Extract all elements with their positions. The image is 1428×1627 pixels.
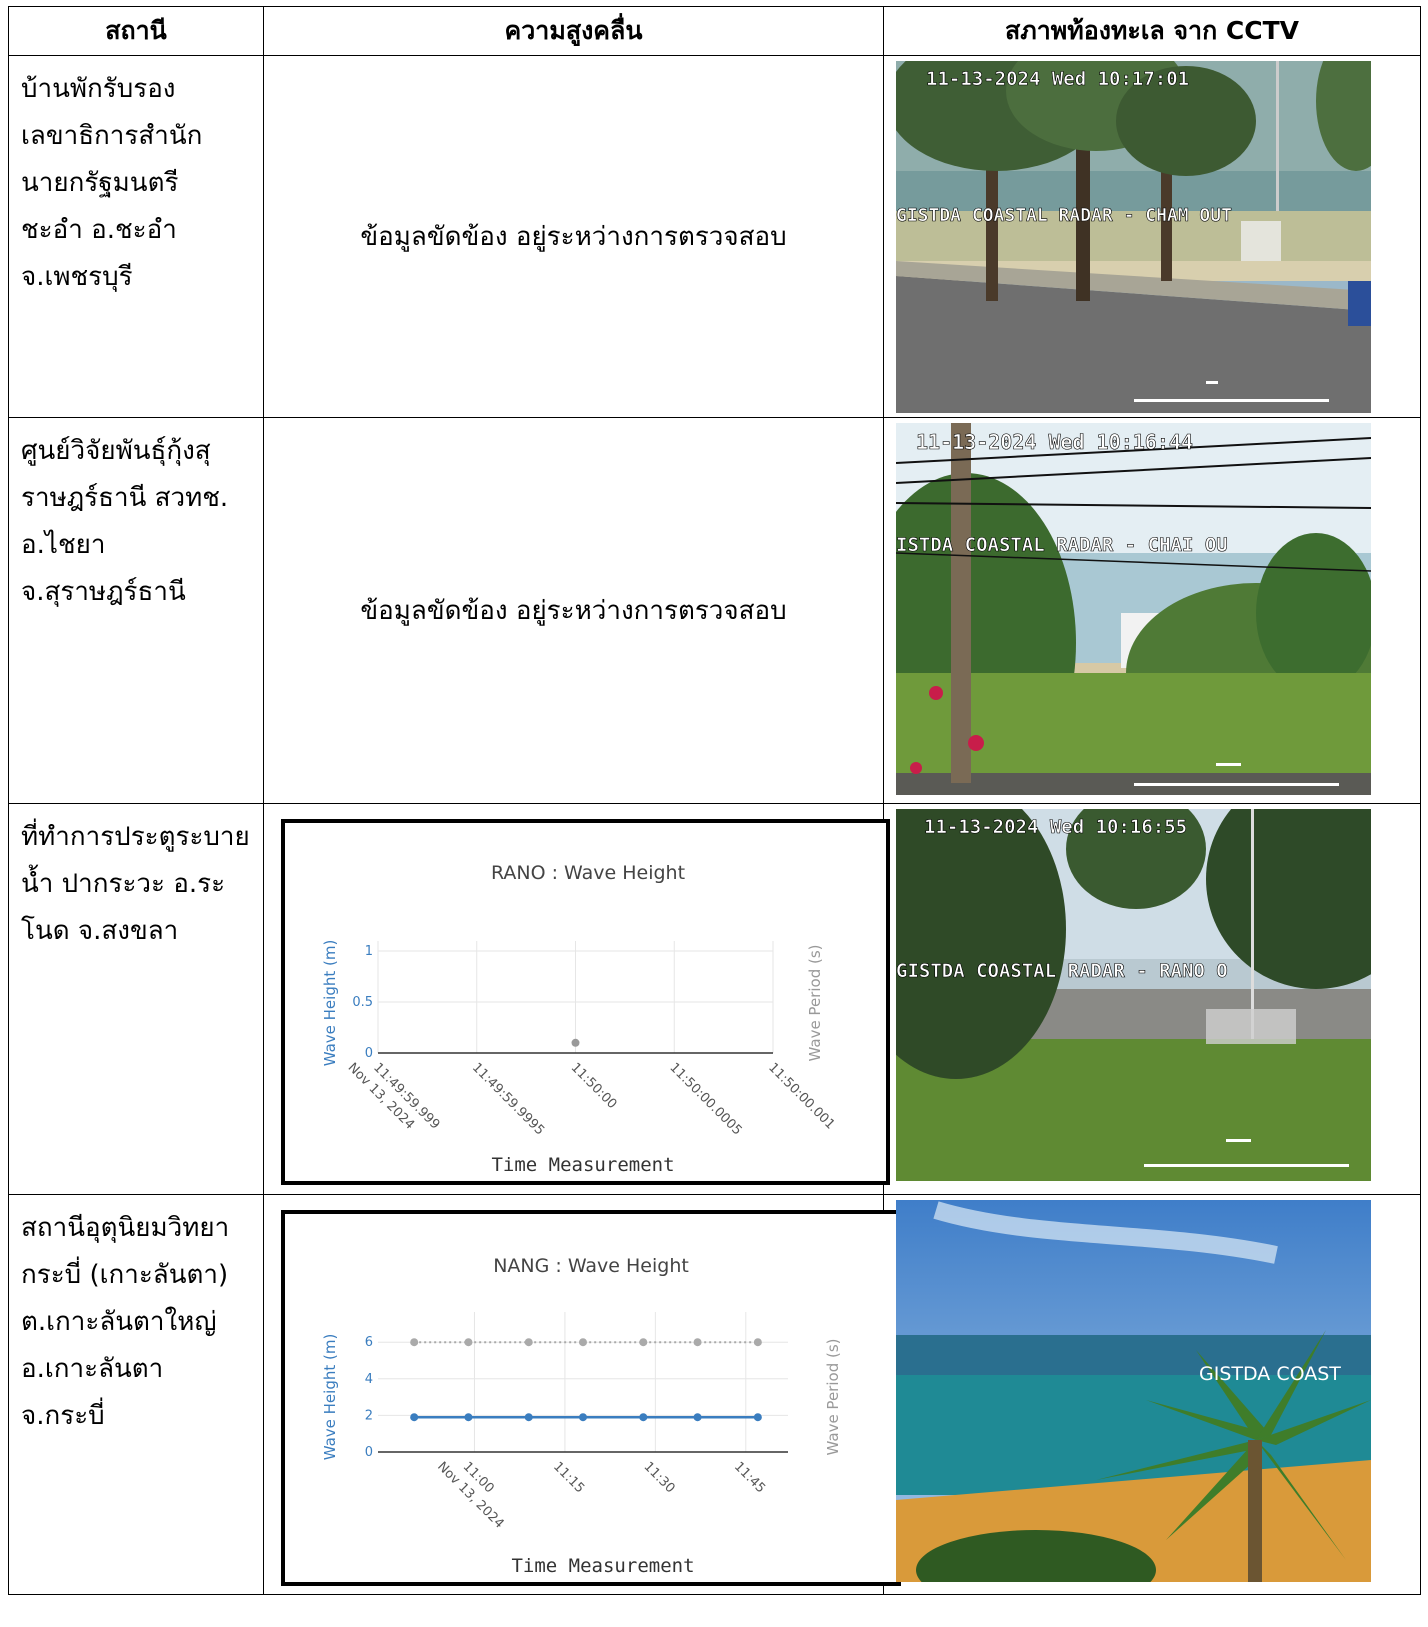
wave-chart-cell: NANG : Wave Height Wave Height (m) Wave … [263, 1194, 901, 1595]
data-point [753, 1413, 762, 1422]
y-tick-label: 0 [365, 1445, 373, 1460]
y-tick-label: 6 [365, 1335, 373, 1350]
cctv-image: 11-13-2024 Wed 10:16:55 GISTDA COASTAL R… [896, 809, 1371, 1181]
cctv-overlay: GISTDA COASTAL RADAR - CHAM OUT [896, 205, 1232, 226]
data-point [693, 1413, 702, 1422]
y-tick-label: 0 [365, 1046, 373, 1061]
cctv-cell: 11-13-2024 Wed 10:16:44 ISTDA COASTAL RA… [883, 417, 1421, 804]
y2-axis-label: Wave Period (s) [806, 945, 824, 1062]
cctv-timestamp: 11-13-2024 Wed 10:17:01 [926, 68, 1189, 90]
data-point [410, 1338, 419, 1347]
cctv-cell: GISTDA COAST [883, 1194, 1421, 1595]
cctv-image: 11-13-2024 Wed 10:16:44 ISTDA COASTAL RA… [896, 423, 1371, 795]
data-point [524, 1338, 533, 1347]
header-wave-height: ความสูงคลื่น [263, 6, 884, 56]
wave-chart-cell: RANO : Wave Height Wave Height (m) Wave … [263, 803, 890, 1195]
station-table: สถานี ความสูงคลื่น สภาพท้องทะเล จาก CCTV… [8, 6, 1421, 1595]
data-point [753, 1338, 762, 1347]
wave-status: ข้อมูลขัดข้อง อยู่ระหว่างการตรวจสอบ [263, 55, 884, 418]
station-name: สถานีอุตุนิยมวิทยา กระบี่ (เกาะลันตา) ต.… [8, 1194, 264, 1595]
y-tick-label: 1 [365, 944, 373, 959]
station-name: ศูนย์วิจัยพันธุ์กุ้งสุ ราษฎร์ธานี สวทช. … [8, 417, 264, 804]
data-point [464, 1338, 473, 1347]
data-point [693, 1338, 702, 1347]
cctv-overlay: GISTDA COAST [1199, 1363, 1341, 1385]
station-name: ที่ทำการประตูระบาย น้ำ ปากระวะ อ.ระ โนด … [8, 803, 264, 1195]
x-axis-label: Time Measurement [491, 1154, 674, 1176]
cctv-overlay: ISTDA COASTAL RADAR - CHAI OU [896, 534, 1228, 556]
data-point [571, 1038, 580, 1047]
wave-height-chart: NANG : Wave Height Wave Height (m) Wave … [281, 1210, 901, 1586]
x-axis-label: Time Measurement [511, 1555, 694, 1577]
cctv-image: GISTDA COAST [896, 1200, 1371, 1582]
cctv-image: 11-13-2024 Wed 10:17:01 GISTDA COASTAL R… [896, 61, 1371, 413]
cctv-cell: 11-13-2024 Wed 10:16:55 GISTDA COASTAL R… [883, 803, 1421, 1195]
cctv-overlay: GISTDA COASTAL RADAR - RANO O [896, 960, 1228, 982]
table-row: ที่ทำการประตูระบาย น้ำ ปากระวะ อ.ระ โนด … [8, 803, 1421, 1195]
y-tick-label: 0.5 [352, 995, 373, 1010]
station-name: บ้านพักรับรอง เลขาธิการสำนัก นายกรัฐมนตร… [8, 55, 264, 418]
wave-height-chart: RANO : Wave Height Wave Height (m) Wave … [281, 819, 890, 1185]
y-axis-label: Wave Height (m) [321, 1334, 339, 1461]
data-point [639, 1338, 648, 1347]
data-point [579, 1338, 587, 1347]
data-point [579, 1413, 587, 1422]
table-row: สถานีอุตุนิยมวิทยา กระบี่ (เกาะลันตา) ต.… [8, 1194, 1421, 1595]
y2-axis-label: Wave Period (s) [824, 1339, 842, 1456]
table-row: ศูนย์วิจัยพันธุ์กุ้งสุ ราษฎร์ธานี สวทช. … [8, 417, 1421, 804]
header-sea-cctv: สภาพท้องทะเล จาก CCTV [883, 6, 1421, 56]
chart-title: RANO : Wave Height [491, 862, 685, 884]
cctv-cell: 11-13-2024 Wed 10:17:01 GISTDA COASTAL R… [883, 55, 1421, 418]
data-point [464, 1413, 473, 1422]
cctv-timestamp: 11-13-2024 Wed 10:16:55 [924, 816, 1187, 838]
data-point [639, 1413, 648, 1422]
chart-title: NANG : Wave Height [493, 1255, 689, 1277]
cctv-timestamp: 11-13-2024 Wed 10:16:44 [916, 430, 1193, 454]
y-tick-label: 4 [365, 1372, 373, 1387]
wave-status: ข้อมูลขัดข้อง อยู่ระหว่างการตรวจสอบ [263, 417, 884, 804]
data-point [410, 1413, 419, 1422]
header-row: สถานี ความสูงคลื่น สภาพท้องทะเล จาก CCTV [8, 6, 1421, 56]
y-tick-label: 2 [365, 1408, 373, 1423]
header-station: สถานี [8, 6, 264, 56]
data-point [524, 1413, 533, 1422]
y-axis-label: Wave Height (m) [321, 940, 339, 1067]
table-row: บ้านพักรับรอง เลขาธิการสำนัก นายกรัฐมนตร… [8, 55, 1421, 418]
